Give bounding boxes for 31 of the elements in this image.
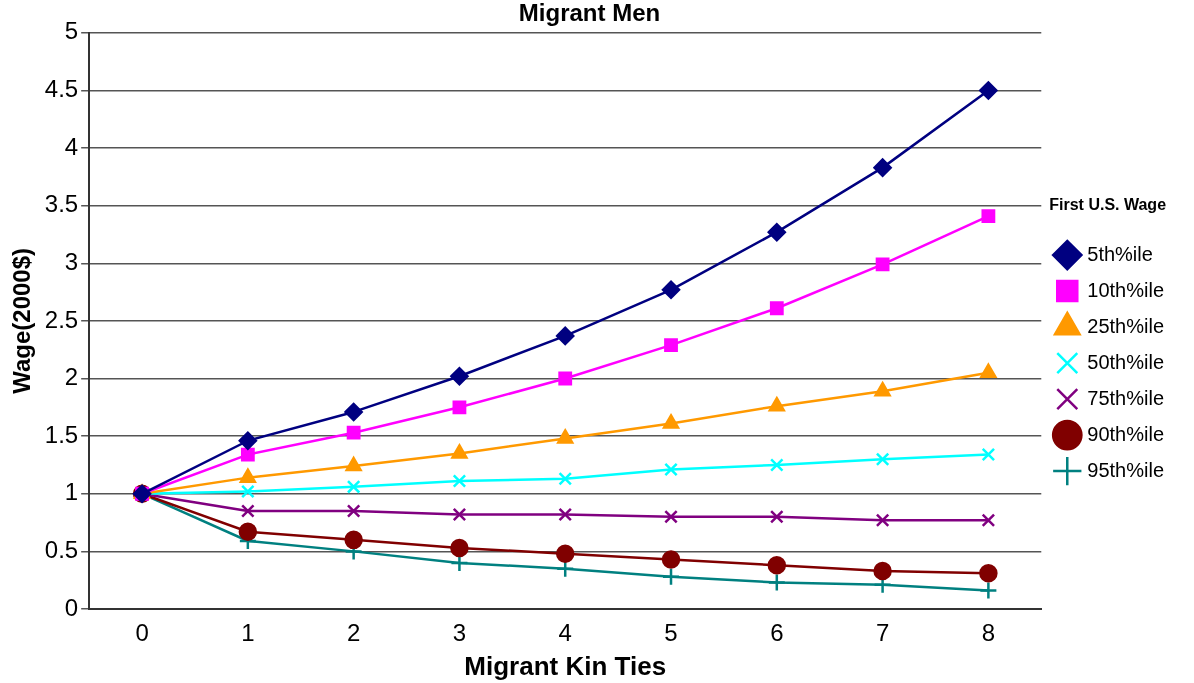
x-tick-label: 6	[770, 619, 784, 647]
y-tick-label: 5	[64, 17, 79, 45]
y-tick-label: 0.5	[44, 536, 79, 564]
y-tick-label: 3.5	[44, 190, 79, 218]
x-tick-label: 1	[241, 619, 255, 647]
x-tick-label: 7	[875, 619, 890, 647]
y-tick-label: 2	[64, 363, 79, 391]
x-tick-label: 3	[452, 619, 467, 647]
y-tick-label: 1.5	[44, 420, 79, 448]
legend-title: First U.S. Wage	[1049, 196, 1167, 214]
legend-label: 50th%ile	[1087, 350, 1164, 373]
x-axis-title: Migrant Kin Ties	[464, 650, 667, 681]
chart-title: Migrant Men	[518, 0, 661, 27]
x-tick-label: 5	[664, 619, 678, 647]
x-tick-label: 2	[346, 619, 361, 647]
x-tick-label: 8	[981, 619, 996, 647]
y-tick-label: 0	[64, 593, 79, 621]
legend-label: 25th%ile	[1087, 314, 1164, 337]
legend-label: 90th%ile	[1087, 422, 1164, 445]
legend-label: 75th%ile	[1087, 386, 1164, 409]
x-tick-label: 4	[558, 619, 572, 647]
legend-label: 10th%ile	[1087, 278, 1164, 301]
y-tick-label: 4	[64, 132, 79, 160]
y-tick-label: 4.5	[44, 75, 79, 103]
y-axis-title: Wage(2000$)	[8, 247, 36, 394]
legend-label: 5th%ile	[1087, 242, 1153, 265]
y-tick-label: 3	[64, 247, 79, 275]
legend-label: 95th%ile	[1087, 458, 1164, 481]
y-tick-label: 1	[64, 478, 79, 506]
y-tick-label: 2.5	[44, 305, 79, 333]
x-tick-label: 0	[135, 619, 149, 647]
